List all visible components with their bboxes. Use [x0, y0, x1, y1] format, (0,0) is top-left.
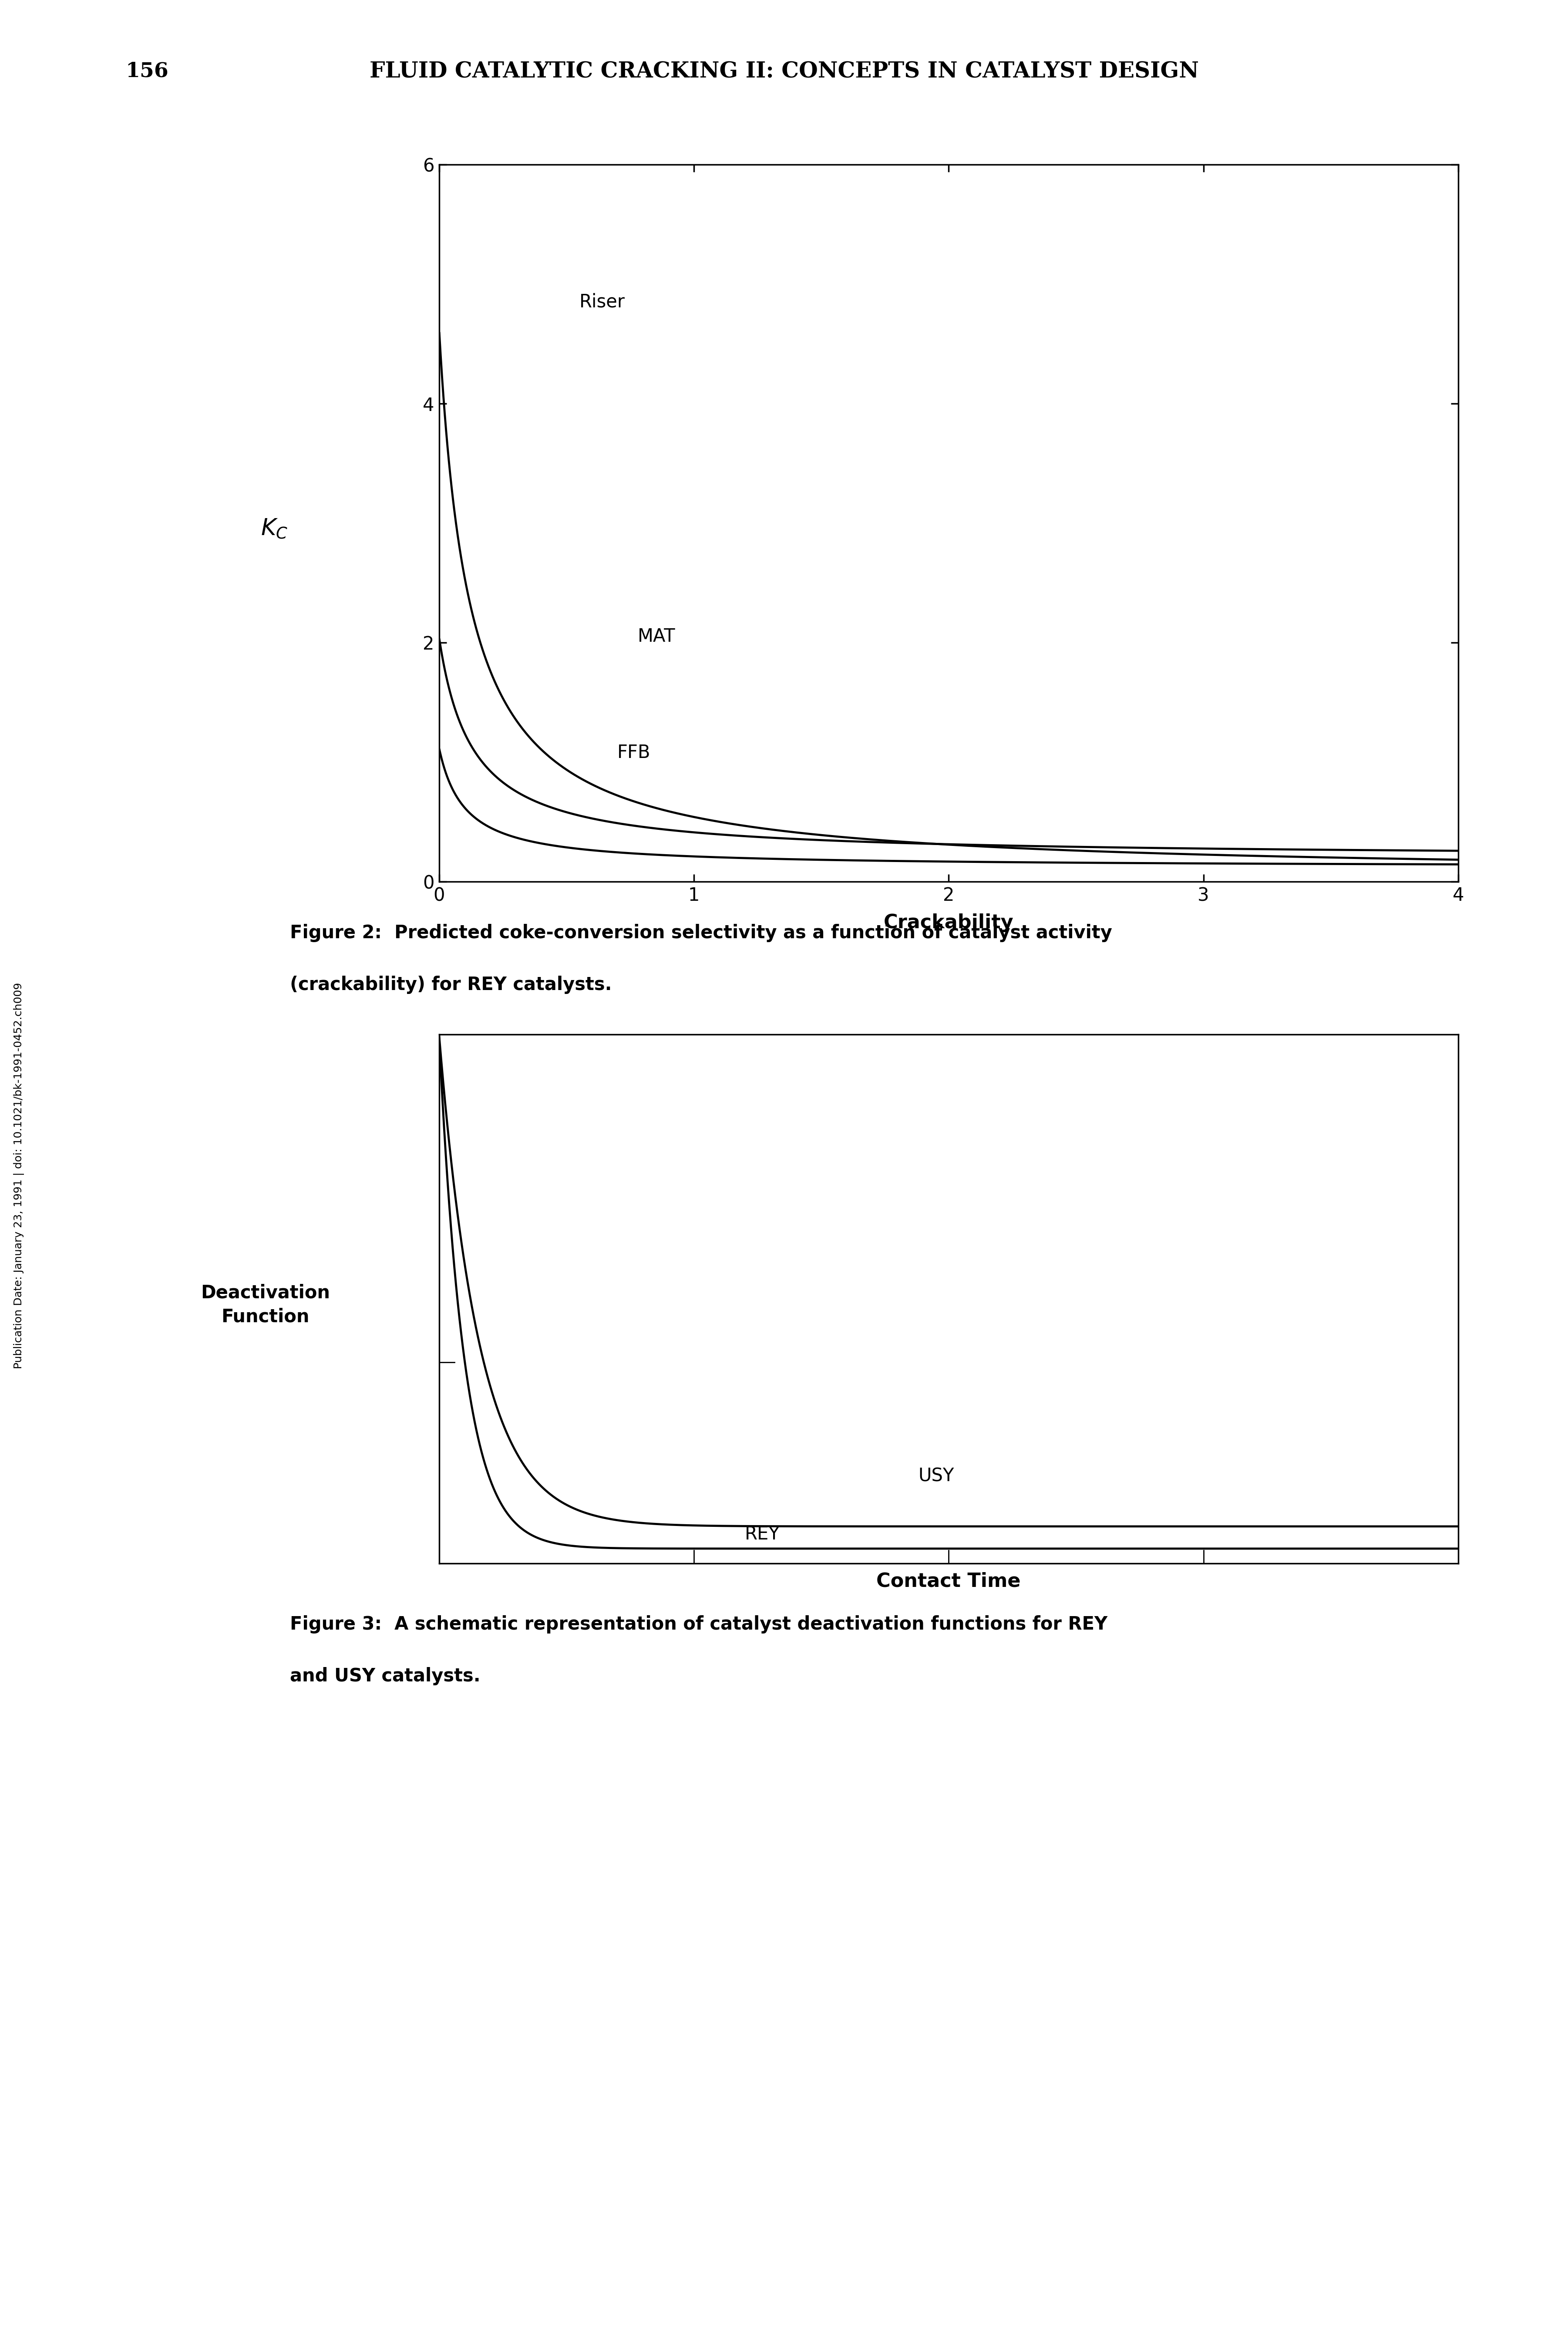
Text: Riser: Riser — [579, 294, 626, 310]
Text: (crackability) for REY catalysts.: (crackability) for REY catalysts. — [290, 976, 612, 994]
Text: $K_C$: $K_C$ — [260, 517, 289, 541]
Text: USY: USY — [919, 1467, 953, 1486]
X-axis label: Crackability: Crackability — [884, 912, 1013, 931]
Text: FFB: FFB — [618, 743, 651, 762]
Text: and USY catalysts.: and USY catalysts. — [290, 1667, 480, 1686]
Text: REY: REY — [745, 1526, 779, 1545]
Text: MAT: MAT — [638, 628, 676, 647]
Text: Publication Date: January 23, 1991 | doi: 10.1021/bk-1991-0452.ch009: Publication Date: January 23, 1991 | doi… — [14, 983, 24, 1368]
X-axis label: Contact Time: Contact Time — [877, 1573, 1021, 1592]
Text: Figure 3:  A schematic representation of catalyst deactivation functions for REY: Figure 3: A schematic representation of … — [290, 1615, 1107, 1634]
Text: 156: 156 — [125, 61, 168, 82]
Text: Deactivation
Function: Deactivation Function — [201, 1284, 329, 1326]
Text: FLUID CATALYTIC CRACKING II: CONCEPTS IN CATALYST DESIGN: FLUID CATALYTIC CRACKING II: CONCEPTS IN… — [370, 61, 1198, 82]
Text: Figure 2:  Predicted coke-conversion selectivity as a function of catalyst activ: Figure 2: Predicted coke-conversion sele… — [290, 924, 1112, 943]
